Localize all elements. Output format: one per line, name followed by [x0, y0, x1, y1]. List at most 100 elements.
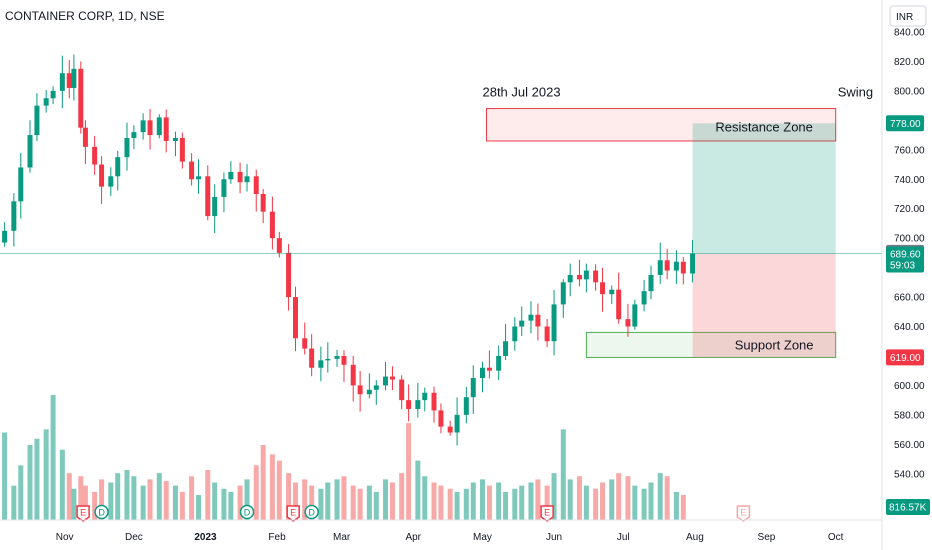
candle-body: [124, 138, 130, 158]
candle-body: [593, 270, 599, 283]
volume-bar: [641, 488, 647, 520]
x-tick-label: 2023: [194, 532, 217, 543]
earnings-marker-label: E: [544, 508, 550, 518]
volume-bar: [172, 485, 178, 520]
candle-body: [292, 297, 298, 339]
candle-body: [309, 348, 315, 368]
volume-bar: [503, 491, 509, 520]
volume-bar: [664, 476, 670, 520]
volume-bar: [71, 488, 77, 520]
volume-bar: [292, 482, 298, 520]
x-tick-label: Feb: [268, 532, 286, 543]
earnings-marker-label: E: [290, 508, 296, 518]
y-tick-label: 640.00: [894, 322, 925, 333]
volume-bar: [625, 476, 631, 520]
candle-body: [325, 358, 331, 361]
earnings-marker: [76, 505, 90, 522]
volume-bar: [66, 473, 72, 520]
volume-bar: [276, 460, 282, 520]
candle-body: [59, 73, 65, 91]
volume-bar: [389, 482, 395, 520]
candle-body: [286, 252, 292, 298]
candle-body: [447, 426, 453, 433]
earnings-marker: [286, 505, 300, 522]
y-tick-label: 580.00: [894, 410, 925, 421]
candle-body: [496, 355, 502, 371]
currency-button-label[interactable]: INR: [896, 12, 913, 23]
volume-bar: [228, 491, 234, 520]
volume-bar: [479, 479, 485, 520]
candle-body: [486, 367, 492, 371]
volume-bar: [18, 465, 24, 520]
candle-body: [373, 385, 379, 390]
currency-button[interactable]: [889, 5, 927, 27]
y-tick-label: 800.00: [894, 86, 925, 97]
y-tick-label: 660.00: [894, 293, 925, 304]
support-zone-label: Support Zone: [735, 337, 814, 352]
x-tick-label: Jun: [546, 532, 562, 543]
volume-bar: [463, 488, 469, 520]
volume-bar: [406, 423, 412, 520]
candle-body: [156, 117, 162, 136]
dividend-marker-label: D: [244, 508, 251, 518]
candle-body: [600, 282, 606, 295]
volume-bar: [147, 479, 153, 520]
volume-bar: [189, 476, 195, 520]
candle-body: [535, 314, 541, 327]
candle-body: [205, 176, 211, 217]
candle-body: [140, 120, 146, 133]
volume-bar: [399, 473, 405, 520]
volume-bar: [50, 395, 56, 520]
candle-body: [196, 176, 202, 180]
volume-bar: [82, 485, 88, 520]
x-tick-label: Aug: [686, 532, 704, 543]
chart-title: CONTAINER CORP, 1D, NSE: [5, 9, 165, 23]
volume-bar: [108, 482, 114, 520]
volume-bar: [366, 485, 372, 520]
price-tag-label: 778.00: [890, 119, 921, 130]
candle-body: [609, 289, 615, 295]
x-tick-label: Apr: [405, 532, 421, 543]
volume-bar: [269, 454, 275, 520]
candle-body: [680, 261, 686, 274]
earnings-marker: [540, 505, 554, 522]
volume-bar: [244, 479, 250, 520]
volume-bar: [373, 491, 379, 520]
earnings-marker-label: E: [80, 508, 86, 518]
volume-bar: [302, 479, 308, 520]
volume-bar: [221, 488, 227, 520]
earnings-marker-label: E: [740, 508, 746, 518]
volume-bar: [2, 432, 8, 520]
volume-bar: [486, 485, 492, 520]
y-tick-label: 560.00: [894, 440, 925, 451]
resistance-zone-label: Resistance Zone: [715, 120, 813, 135]
candle-body: [438, 410, 444, 427]
candle-body: [221, 179, 227, 197]
candle-body: [415, 400, 421, 409]
x-tick-label: Dec: [125, 532, 143, 543]
volume-bar: [286, 473, 292, 520]
price-tag: [886, 115, 924, 132]
volume-bar: [673, 491, 679, 520]
candle-body: [50, 90, 56, 99]
candle-body: [383, 376, 389, 386]
volume-bar: [253, 465, 259, 520]
candle-body: [318, 360, 324, 368]
volume-bar: [600, 482, 606, 520]
candle-body: [163, 117, 169, 141]
x-tick-label: Oct: [828, 532, 844, 543]
volume-bar: [632, 485, 638, 520]
candle-body: [269, 211, 275, 239]
volume-bar: [334, 479, 340, 520]
candle-body: [78, 68, 84, 128]
candle-body: [82, 127, 88, 147]
volume-bar: [115, 473, 121, 520]
candle-body: [350, 364, 356, 386]
x-tick-label: Mar: [333, 532, 351, 543]
volume-bar: [179, 491, 185, 520]
candle-body: [212, 196, 218, 217]
candle-body: [27, 135, 33, 168]
volume-bar: [357, 488, 363, 520]
candle-body: [399, 379, 405, 401]
candle-body: [406, 400, 412, 409]
